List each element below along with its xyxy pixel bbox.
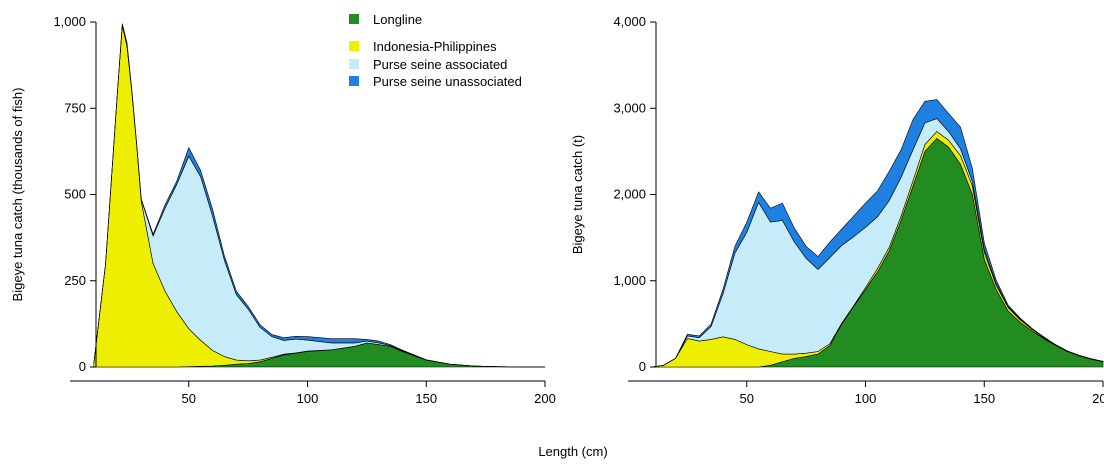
x-tick-label: 200 [534,391,556,406]
y-axis-title: Bigeye tuna catch (thousands of fish) [10,88,25,302]
x-tick-label: 100 [297,391,319,406]
legend: Longline Indonesia-Philippines Purse sei… [349,12,522,89]
area-series-purse-seine-unassociated [93,23,545,368]
y-tick-label: 0 [79,359,86,374]
left-chart-panel: 0 250 500 750 1,000 50 100 150 200 Bigeye tuna ca… [10,14,556,406]
right-chart-panel: 0 1,000 2,000 3,000 4,000 50 100 150 200 Bigeye t… [570,14,1104,406]
x-tick-label: 200 [1092,391,1104,406]
x-tick-label: 150 [973,391,995,406]
legend-swatch-longline [349,14,359,24]
shared-x-axis-title: Length (cm) [538,444,607,459]
legend-label-longline: Longline [373,12,422,27]
y-tick-label: 2,000 [613,187,646,202]
x-tick-label: 50 [182,391,196,406]
y-tick-label: 250 [64,273,86,288]
legend-label-indonesia-philippines: Indonesia-Philippines [373,39,497,54]
legend-swatch-indonesia-philippines [349,41,359,51]
legend-label-purse-seine-associated: Purse seine associated [373,57,507,72]
y-tick-label: 4,000 [613,14,646,29]
x-tick-label: 100 [855,391,877,406]
area-series-purse-seine-unassociated [651,99,1104,368]
y-tick-label: 500 [64,187,86,202]
y-tick-label: 0 [639,359,646,374]
y-tick-label: 3,000 [613,100,646,115]
x-tick-label: 50 [740,391,754,406]
x-tick-label: 150 [415,391,437,406]
y-axis-title: Bigeye tuna catch (t) [570,135,585,254]
legend-swatch-purse-seine-associated [349,59,359,69]
y-tick-label: 750 [64,100,86,115]
legend-label-purse-seine-unassociated: Purse seine unassociated [373,74,522,89]
y-tick-label: 1,000 [53,14,86,29]
legend-swatch-purse-seine-unassociated [349,76,359,86]
y-tick-label: 1,000 [613,273,646,288]
